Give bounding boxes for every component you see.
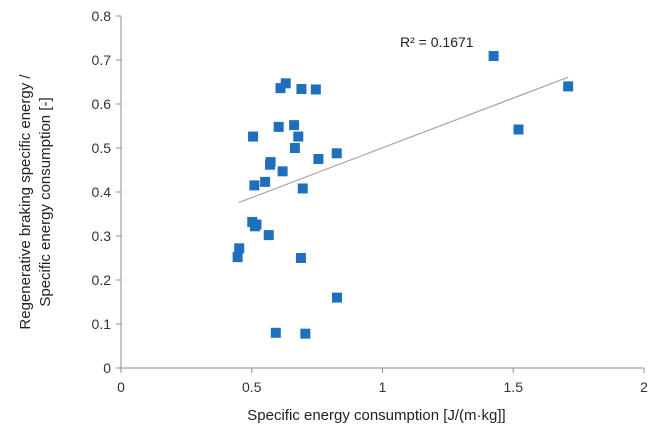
data-point [277,166,288,177]
x-tick-label: 2 [640,379,648,395]
data-point [263,230,274,241]
x-tick-label: 0.5 [242,379,262,395]
data-point [513,124,524,135]
y-tick-label: 0.8 [92,8,112,24]
y-tick-label: 0.3 [92,228,112,244]
y-axis-title: Regenerative braking specific energy / S… [17,74,54,330]
data-point [289,143,300,153]
data-point [270,327,281,338]
r-squared-annotation: R² = 0.1671 [400,34,474,50]
data-point [280,78,291,89]
y-tick-label: 0 [103,360,111,376]
data-point [234,243,245,254]
y-tick-label: 0.6 [92,96,112,112]
trendline [238,76,569,204]
data-point [293,131,304,142]
y-axis-title-line-2: Specific energy consumption [-] [37,97,54,306]
y-tick-label: 0.4 [92,184,112,200]
data-point [300,328,311,339]
data-point [331,292,342,303]
data-point [275,83,286,94]
trendline-group [238,76,569,204]
data-point [232,252,243,263]
data-point [289,120,300,131]
y-axis-ticks: 0 0.1 0.2 0.3 0.4 0.5 0.6 0.7 0.8 [92,8,121,376]
data-point [295,253,306,263]
y-tick-label: 0.5 [92,140,112,156]
data-point [313,154,324,164]
x-axis-title: Specific energy consumption [J/(m·kg]] [247,407,505,424]
data-point [265,157,276,168]
data-point [297,183,308,194]
data-point [260,176,271,187]
data-point [488,51,499,62]
data-point [251,219,262,230]
data-point [331,148,342,159]
data-point [563,81,574,92]
y-tick-label: 0.1 [92,316,112,332]
data-point [248,131,259,142]
x-tick-label: 1 [379,379,387,395]
x-axis-ticks: 0 0.5 1 1.5 2 [117,368,648,395]
y-tick-label: 0.7 [92,52,112,68]
y-tick-label: 0.2 [92,272,112,288]
data-point [296,84,307,95]
axes [120,16,644,369]
x-tick-label: 0 [117,379,125,395]
data-point [249,180,260,191]
data-point [273,121,284,132]
data-points [232,51,574,339]
x-tick-label: 1.5 [504,379,524,395]
data-point [310,84,321,95]
y-axis-title-line-1: Regenerative braking specific energy / [17,74,34,330]
